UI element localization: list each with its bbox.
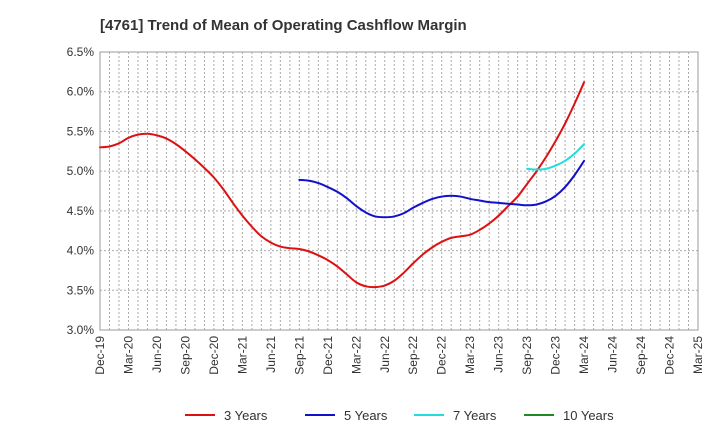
x-tick-label: Mar-20 <box>121 336 135 374</box>
x-tick-label: Dec-22 <box>435 336 449 375</box>
x-tick-label: Dec-19 <box>93 336 107 375</box>
series-line-3-years <box>99 81 586 289</box>
x-tick-label: Sep-24 <box>634 336 648 375</box>
y-tick-label: 5.0% <box>67 164 95 178</box>
legend-label-7-years: 7 Years <box>453 408 497 423</box>
x-tick-label: Jun-23 <box>492 336 506 373</box>
y-tick-label: 3.5% <box>67 283 95 297</box>
x-tick-label: Dec-20 <box>207 336 221 375</box>
legend: 3 Years 5 Years 7 Years 10 Years <box>185 408 614 423</box>
x-tick-label: Jun-24 <box>606 336 620 373</box>
y-tick-label: 3.0% <box>67 323 95 337</box>
plot-area <box>99 51 699 331</box>
x-tick-label: Mar-25 <box>691 336 705 374</box>
x-tick-label: Sep-20 <box>178 336 192 375</box>
y-tick-label: 4.0% <box>67 244 95 258</box>
x-tick-label: Jun-21 <box>264 336 278 373</box>
x-tick-label: Dec-21 <box>321 336 335 375</box>
legend-label-3-years: 3 Years <box>224 408 268 423</box>
x-tick-label: Dec-23 <box>549 336 563 375</box>
series-line-7-years <box>526 143 586 171</box>
legend-label-5-years: 5 Years <box>344 408 388 423</box>
y-axis-ticks: 3.0% 3.5% 4.0% 4.5% 5.0% 5.5% 6.0% 6.5% <box>67 45 95 337</box>
x-tick-label: Mar-24 <box>577 336 591 374</box>
x-tick-label: Dec-24 <box>663 336 677 375</box>
legend-label-10-years: 10 Years <box>563 408 614 423</box>
y-tick-label: 5.5% <box>67 124 95 138</box>
y-tick-label: 6.5% <box>67 45 95 59</box>
x-tick-label: Sep-23 <box>520 336 534 375</box>
series-lines <box>99 81 586 289</box>
y-tick-label: 6.0% <box>67 85 95 99</box>
x-tick-label: Jun-22 <box>378 336 392 373</box>
x-tick-label: Mar-23 <box>463 336 477 374</box>
series-line-5-years <box>298 159 586 219</box>
y-tick-label: 4.5% <box>67 204 95 218</box>
x-tick-label: Sep-22 <box>406 336 420 375</box>
chart-title: [4761] Trend of Mean of Operating Cashfl… <box>100 17 467 34</box>
x-tick-label: Sep-21 <box>292 336 306 375</box>
x-tick-label: Jun-20 <box>150 336 164 373</box>
x-tick-label: Mar-22 <box>349 336 363 374</box>
x-axis-ticks: Dec-19 Mar-20 Jun-20 Sep-20 Dec-20 Mar-21 Jun-… <box>93 336 705 375</box>
x-tick-label: Mar-21 <box>235 336 249 374</box>
